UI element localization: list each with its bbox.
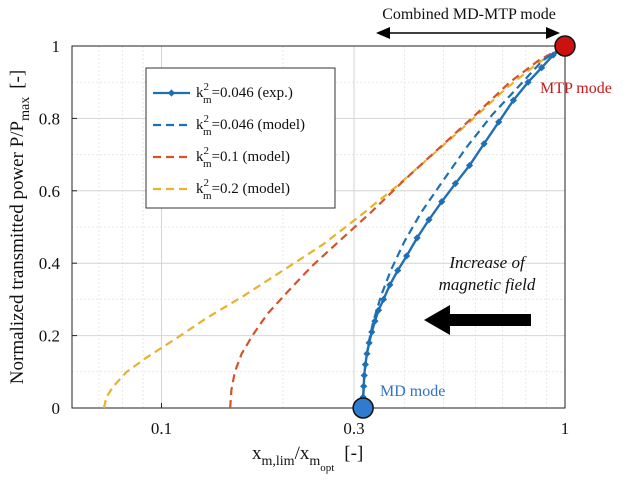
increase-label-line2: magnetic field: [439, 275, 536, 294]
combined-mode-arrow: [376, 27, 560, 39]
x-axis-title-slash: /x: [295, 443, 310, 464]
y-axis-title-sub: max: [18, 97, 33, 121]
x-axis-title-unit: [-]: [344, 443, 363, 464]
legend-label: k2 m=0.2 (model): [196, 177, 290, 202]
y-tick-label: 0.8: [39, 109, 60, 128]
x-axis-title-main: x: [252, 443, 262, 464]
legend-label: k2 m=0.046 (model): [196, 113, 305, 138]
series-point: [413, 234, 421, 242]
y-axis-title: Normalized transmitted power P/Pmax [-]: [7, 70, 33, 384]
series-point: [438, 198, 446, 206]
y-tick-label: 0.2: [39, 327, 60, 346]
series-layer: [102, 42, 569, 412]
series-point: [524, 78, 532, 86]
legend-item: k2 m=0.2 (model): [153, 177, 290, 202]
series-point: [549, 51, 557, 59]
increase-arrow: [424, 305, 531, 335]
plot-frame: [71, 45, 566, 409]
series-point: [359, 393, 367, 401]
series-point: [360, 382, 368, 390]
series-point: [403, 252, 411, 260]
y-tick-label: 0: [52, 399, 61, 418]
series-point: [394, 266, 402, 275]
series-point: [374, 306, 383, 314]
y-axis-title-unit: [-]: [7, 70, 28, 89]
series-point: [465, 161, 474, 170]
series-point: [425, 216, 433, 224]
series-point: [361, 360, 369, 369]
series-line: [102, 45, 566, 409]
x-tick-label: 0.1: [151, 419, 172, 438]
y-tick-label: 1: [52, 37, 61, 56]
md-mode-label: MD mode: [380, 383, 445, 400]
legend-item: k2 m=0.046 (model): [153, 113, 305, 138]
increase-label-line1: Increase of: [448, 253, 527, 272]
x-tick-label: 0.3: [343, 419, 364, 438]
series-point: [538, 64, 546, 72]
series-point: [379, 295, 388, 303]
series-point: [495, 118, 503, 126]
y-axis-title-main: Normalized transmitted power P/P: [7, 121, 28, 384]
legend-marker: [167, 89, 176, 97]
y-tick-label: 0.4: [39, 254, 61, 273]
legend-item: k2 m=0.1 (model): [153, 145, 290, 170]
series-point: [451, 179, 459, 188]
series-point: [371, 317, 379, 325]
series-point: [365, 339, 373, 347]
legend-label: k2 m=0.046 (exp.): [196, 81, 293, 106]
x-axis-title: xm,lim/xmopt [-]: [252, 443, 363, 474]
combined-mode-label: Combined MD-MTP mode: [382, 6, 556, 23]
mtp-mode-label: MTP mode: [540, 80, 612, 97]
x-axis-title-subsub2: opt: [320, 462, 334, 474]
x-axis-title-sub2: m: [309, 454, 320, 469]
y-tick-label: 0.6: [39, 182, 60, 201]
legend: k2 m=0.046 (exp.) k2 m=0.046 (model) k2 m=0.1…: [145, 67, 336, 209]
x-axis-title-sub1: m,lim: [262, 454, 295, 469]
legend-item: k2 m=0.046 (exp.): [153, 81, 293, 106]
tick-labels: 0.1 0.3 1 0 0.2 0.4 0.6 0.8 1: [39, 37, 570, 438]
x-tick-label: 1: [561, 419, 570, 438]
series-point: [363, 350, 371, 358]
series-line: [362, 45, 566, 409]
legend-box: [145, 67, 336, 209]
legend-label: k2 m=0.1 (model): [196, 145, 290, 170]
mtp-mode-point: [554, 35, 576, 57]
series-point: [509, 96, 518, 104]
md-mode-point: [352, 397, 374, 419]
series-point: [368, 328, 376, 336]
series-line: [229, 45, 566, 409]
series-point: [386, 281, 394, 289]
series-point: [360, 371, 368, 380]
series-point: [480, 140, 488, 148]
